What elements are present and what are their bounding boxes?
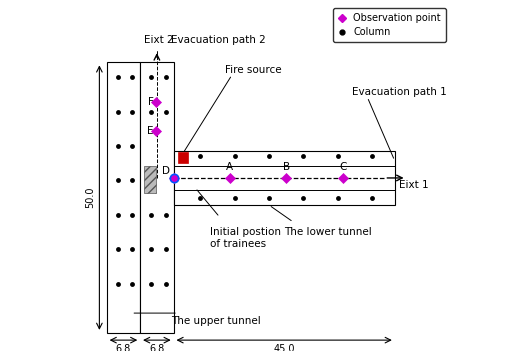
Text: The upper tunnel: The upper tunnel — [171, 316, 260, 325]
Text: Evacuation path 1: Evacuation path 1 — [353, 87, 447, 97]
Bar — [174, 151, 395, 205]
Text: Initial postion
of trainees: Initial postion of trainees — [210, 227, 281, 249]
Text: 6.8: 6.8 — [116, 344, 131, 351]
Text: C: C — [339, 162, 346, 172]
Legend: Observation point, Column: Observation point, Column — [333, 8, 446, 42]
Text: 45.0: 45.0 — [274, 344, 295, 351]
Text: E: E — [147, 126, 154, 136]
Text: 6.8: 6.8 — [149, 344, 165, 351]
Bar — [140, 62, 174, 333]
Text: F: F — [147, 97, 154, 107]
Text: Eixt 2: Eixt 2 — [144, 35, 173, 45]
Text: D: D — [162, 166, 169, 176]
Text: Fire source: Fire source — [225, 65, 281, 75]
Bar — [178, 152, 188, 163]
Bar — [144, 166, 156, 193]
Bar — [107, 62, 140, 333]
Text: Eixt 1: Eixt 1 — [399, 180, 429, 190]
Text: The lower tunnel: The lower tunnel — [284, 227, 371, 237]
Text: A: A — [226, 162, 233, 172]
Text: Evacuation path 2: Evacuation path 2 — [171, 35, 266, 45]
Text: B: B — [282, 162, 290, 172]
Text: 50.0: 50.0 — [86, 187, 96, 208]
